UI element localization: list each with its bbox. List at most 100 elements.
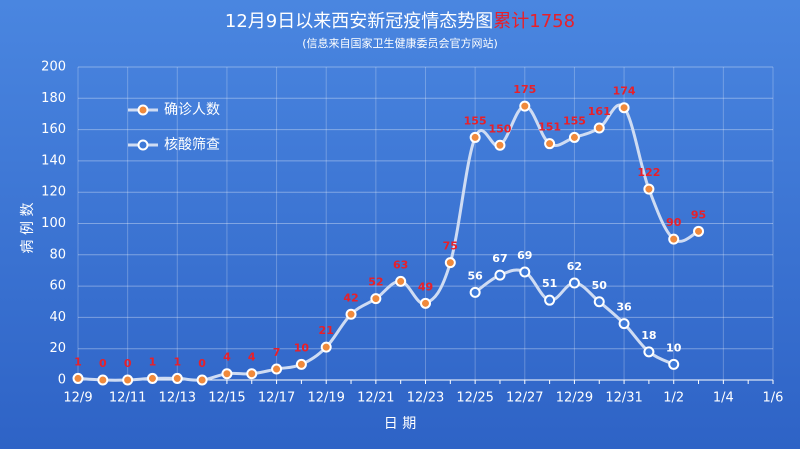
y-tick-label: 160: [41, 122, 66, 137]
data-label: 4: [248, 351, 256, 364]
data-label: 50: [592, 279, 608, 292]
data-label: 150: [488, 122, 511, 135]
y-tick-label: 180: [41, 91, 66, 106]
data-label: 1: [173, 355, 181, 368]
legend-label: 核酸筛查: [164, 137, 220, 153]
point-marker: [494, 139, 506, 151]
point-marker: [568, 277, 580, 289]
point-marker: [544, 294, 556, 306]
data-label: 155: [464, 114, 487, 127]
y-tick-label: 20: [49, 341, 66, 356]
point-marker: [668, 358, 680, 370]
data-label: 36: [616, 301, 632, 314]
y-tick-label: 40: [49, 310, 66, 325]
point-marker: [519, 266, 531, 278]
point-marker: [444, 257, 456, 269]
data-label: 174: [613, 85, 636, 98]
point-marker: [345, 308, 357, 320]
data-label: 7: [273, 346, 281, 359]
x-tick-label: 12/21: [357, 391, 394, 406]
x-tick-label: 1/4: [713, 391, 734, 406]
point-marker: [221, 368, 233, 380]
point-marker: [97, 374, 109, 386]
point-marker: [271, 363, 283, 375]
title-highlight: 累计1758: [493, 11, 575, 32]
x-tick-label: 12/27: [506, 391, 543, 406]
data-label: 21: [319, 324, 334, 337]
title-main: 12月9日以来西安新冠疫情态势图: [225, 11, 493, 32]
x-tick-label: 1/6: [763, 391, 784, 406]
data-label: 18: [641, 329, 656, 342]
data-label: 49: [418, 280, 433, 293]
point-marker: [246, 368, 258, 380]
x-tick-label: 12/13: [159, 391, 196, 406]
data-label: 0: [198, 357, 206, 370]
point-marker: [544, 138, 556, 150]
point-marker: [122, 374, 134, 386]
point-marker: [519, 100, 531, 112]
data-label: 10: [294, 341, 310, 354]
x-tick-label: 12/31: [605, 391, 642, 406]
y-axis-label: 病 例 数: [20, 203, 36, 254]
x-tick-label: 12/19: [307, 391, 344, 406]
point-marker: [196, 374, 208, 386]
y-tick-label: 120: [41, 185, 66, 200]
y-tick-label: 0: [58, 373, 66, 388]
data-label: 122: [637, 166, 660, 179]
data-label: 161: [588, 105, 611, 118]
point-marker: [693, 225, 705, 237]
data-label: 42: [343, 291, 358, 304]
x-tick-label: 12/15: [208, 391, 245, 406]
data-label: 62: [567, 260, 582, 273]
point-marker: [568, 131, 580, 143]
x-tick-label: 12/29: [556, 391, 593, 406]
data-label: 63: [393, 258, 408, 271]
x-axis-label: 日 期: [384, 416, 416, 432]
point-marker: [593, 122, 605, 134]
data-label: 90: [666, 216, 682, 229]
point-marker: [593, 296, 605, 308]
point-marker: [618, 318, 630, 330]
subtitle: (信息来自国家卫生健康委员会官方网站): [302, 36, 498, 50]
legend-marker: [137, 139, 149, 151]
data-label: 155: [563, 114, 586, 127]
point-marker: [146, 372, 158, 384]
x-tick-label: 12/17: [258, 391, 295, 406]
y-tick-label: 200: [41, 60, 66, 75]
data-label: 0: [124, 357, 132, 370]
y-tick-label: 60: [49, 279, 66, 294]
x-tick-label: 12/23: [407, 391, 444, 406]
y-tick-label: 100: [41, 216, 66, 231]
data-label: 95: [691, 208, 706, 221]
data-label: 1: [149, 355, 157, 368]
chart-title: 12月9日以来西安新冠疫情态势图累计1758: [225, 11, 575, 32]
point-marker: [618, 102, 630, 114]
data-label: 10: [666, 341, 682, 354]
point-marker: [171, 372, 183, 384]
point-marker: [295, 358, 307, 370]
point-marker: [643, 346, 655, 358]
x-tick-label: 1/2: [663, 391, 684, 406]
x-tick-label: 12/25: [456, 391, 493, 406]
data-label: 51: [542, 277, 557, 290]
data-label: 56: [467, 269, 483, 282]
point-marker: [395, 275, 407, 287]
data-label: 52: [368, 276, 383, 289]
point-marker: [494, 269, 506, 281]
data-label: 151: [538, 121, 561, 134]
point-marker: [668, 233, 680, 245]
data-label: 67: [492, 252, 507, 265]
y-tick-label: 80: [49, 247, 66, 262]
point-marker: [370, 293, 382, 305]
data-label: 175: [513, 83, 536, 96]
point-marker: [469, 286, 481, 298]
data-label: 69: [517, 249, 532, 262]
legend-marker: [137, 104, 149, 116]
x-tick-label: 12/9: [63, 391, 92, 406]
point-marker: [643, 183, 655, 195]
y-tick-label: 140: [41, 153, 66, 168]
data-label: 4: [223, 351, 231, 364]
